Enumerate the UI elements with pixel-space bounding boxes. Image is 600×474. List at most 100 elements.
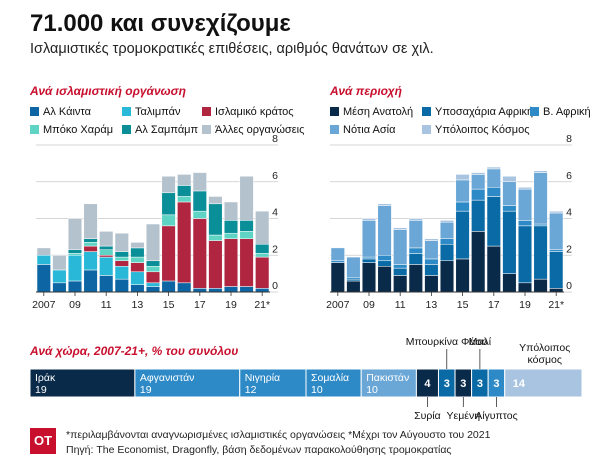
legend-swatch — [422, 107, 431, 116]
bar-segment — [223, 201, 239, 221]
legend-swatch — [30, 125, 39, 134]
bar-segment — [208, 196, 223, 205]
bar-segment — [52, 255, 67, 271]
legend-item: Μπόκο Χαράμ — [30, 124, 113, 136]
bar-segment — [408, 218, 423, 221]
country-segment — [29, 368, 136, 398]
country-segment — [504, 368, 583, 398]
x-tick-label: 09 — [363, 299, 375, 311]
legend-swatch — [30, 107, 39, 116]
country-value: 3 — [493, 378, 499, 390]
bar-segment — [114, 232, 129, 252]
footnote: *περιλαμβάνονται αναγνωρισμένες ισλαμιστ… — [66, 429, 491, 441]
country-name: Σομαλία — [311, 372, 349, 384]
country-value: 10 — [311, 384, 323, 396]
bar-segment — [67, 218, 83, 250]
bar-segment — [330, 247, 345, 262]
country-label: Μαλί — [469, 336, 492, 348]
bar-segment — [145, 223, 161, 262]
x-tick-label: 17 — [194, 299, 206, 311]
country-segment — [134, 368, 241, 398]
country-value: 19 — [35, 384, 47, 396]
country-value: 19 — [140, 384, 152, 396]
legend-item: Ταλιμπάν — [122, 106, 180, 118]
x-tick-label: 11 — [101, 299, 112, 311]
country-value: 3 — [477, 378, 483, 390]
bar-segment — [36, 247, 51, 256]
legend-label: Μέση Ανατολή — [343, 106, 414, 118]
bar-segment — [533, 170, 548, 173]
x-tick-label: 2007 — [326, 299, 350, 311]
x-tick-label: 17 — [488, 299, 500, 311]
y-tick-label: 8 — [566, 133, 572, 145]
country-label: Αίγυπτος — [475, 410, 517, 422]
country-name: Πακιστάν — [366, 372, 409, 384]
legend-item: Ισλαμικό κράτος — [202, 106, 294, 118]
country-name: Νιγηρία — [245, 372, 280, 384]
legend-label: Νότια Ασία — [343, 124, 396, 136]
bar-segment — [161, 175, 176, 194]
bar-segment — [130, 242, 145, 249]
x-tick-label: 11 — [395, 299, 406, 311]
section-title-groups: Ανά ισλαμιστική οργάνωση — [30, 84, 186, 98]
bar-segment — [255, 210, 270, 245]
bar-segment — [377, 203, 392, 206]
legend-item: Αλ Σαμπάμπ — [122, 124, 198, 136]
legend-label: Άλλες οργανώσεις — [215, 124, 305, 136]
country-segment — [305, 368, 362, 398]
legend-label: Μπόκο Χαράμ — [43, 124, 114, 136]
x-tick-label: 09 — [69, 299, 81, 311]
bar-segment — [424, 238, 439, 241]
bar-segment — [83, 203, 98, 239]
country-label: Μπουρκίνα Φάσο — [406, 336, 488, 348]
x-tick-label: 15 — [457, 299, 469, 311]
legend-swatch — [122, 107, 131, 116]
bar-segment — [346, 256, 361, 278]
y-tick-label: 0 — [566, 280, 572, 292]
section-title-countries: Ανά χώρα, 2007-21+, % του συνόλου — [30, 344, 239, 358]
bar-segment — [361, 218, 377, 221]
country-label: Συρία — [414, 410, 441, 422]
section-title-regions: Ανά περιοχή — [330, 84, 402, 98]
country-value: 4 — [424, 378, 431, 390]
x-tick-label: 2007 — [32, 299, 56, 311]
legend-item: Άλλες οργανώσεις — [202, 124, 304, 136]
page-subtitle: Ισλαμιστικές τρομοκρατικές επιθέσεις, αρ… — [30, 41, 434, 57]
legend-label: Ταλιμπάν — [135, 106, 181, 118]
legend-swatch — [530, 107, 539, 116]
x-tick-label: 13 — [132, 299, 144, 311]
legend-item: Νότια Ασία — [330, 124, 395, 136]
x-tick-label: 21* — [548, 299, 564, 311]
bar-segment — [502, 175, 517, 183]
country-value: 14 — [513, 378, 526, 390]
country-value: 12 — [245, 384, 257, 396]
country-label: Υπόλοιπος — [519, 342, 570, 354]
country-value: 3 — [460, 378, 466, 390]
page-title: 71.000 και συνεχίζουμε — [30, 10, 291, 37]
legend-item: Αλ Κάιντα — [30, 106, 91, 118]
legend-swatch — [330, 107, 339, 116]
y-tick-label: 2 — [566, 243, 572, 255]
y-tick-label: 4 — [272, 207, 278, 219]
bar-segment — [393, 227, 408, 230]
bar-segment — [192, 172, 207, 192]
bar-segment — [439, 220, 455, 223]
legend-label: Υπόλοιπος Κόσμος — [435, 124, 530, 136]
legend-swatch — [422, 125, 431, 134]
legend-label: Αλ Κάιντα — [43, 106, 91, 118]
legend-label: Ισλαμικό κράτος — [215, 106, 294, 118]
country-value: 10 — [366, 384, 378, 396]
bar-segment — [455, 174, 470, 181]
country-name: Αφγανιστάν — [140, 372, 195, 384]
bar-segment — [99, 231, 114, 247]
legend-swatch — [202, 107, 211, 116]
legend-item: Υποσαχάρια Αφρική — [422, 106, 533, 118]
source-note: Πηγή: The Economist, Dragonfly, βάση δεδ… — [66, 444, 452, 456]
x-tick-label: 19 — [225, 299, 237, 311]
legend-label: Αλ Σαμπάμπ — [135, 124, 199, 136]
legend-regions: Μέση Ανατολή Υποσαχάρια Αφρική Β. Αφρική Νό… — [330, 106, 600, 140]
